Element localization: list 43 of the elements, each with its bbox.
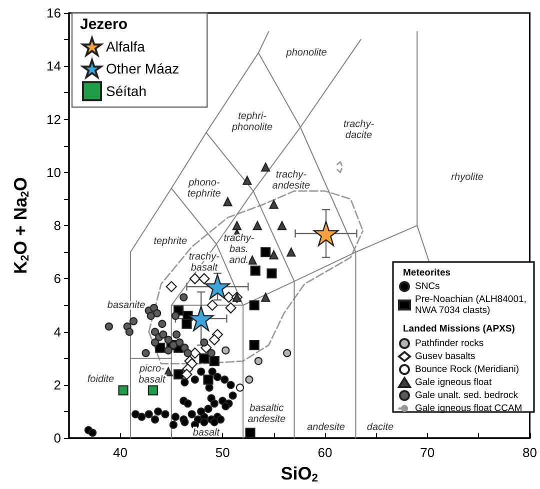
x-tick-label: 40	[112, 445, 128, 460]
annotation: tephrite	[154, 236, 188, 247]
legend-label: Alfalfa	[106, 38, 146, 55]
y-tick-label: 0	[54, 430, 61, 446]
y-tick-label: 16	[46, 6, 61, 20]
annotation: foidite	[87, 374, 115, 386]
y-tick-label: 6	[54, 271, 61, 286]
legend-label: Séítah	[106, 83, 146, 100]
x-tick-label: 80	[522, 445, 538, 460]
y-tick-label: 2	[54, 377, 61, 392]
annotation: Meteorites	[403, 268, 451, 278]
annotation: tephri- phonolite	[230, 110, 274, 133]
y-tick-label: 4	[54, 324, 61, 340]
annotation: basalt	[192, 427, 221, 438]
legend-label: Other Máaz	[106, 60, 180, 77]
annotation: phono- tephrite	[187, 177, 222, 200]
annotation: trachy- dacite	[343, 118, 375, 141]
annotation: Landed Missions (APXS)	[403, 324, 515, 334]
annotation: andesite	[307, 422, 346, 433]
legend-label: Pathfinder rocks	[415, 338, 484, 349]
legend-title: Jezero	[80, 16, 128, 33]
annotation: trachy- andesite	[272, 169, 311, 192]
legend-label: Gusev basalts	[415, 351, 476, 362]
annotation: basaltic andesite	[248, 403, 286, 426]
x-tick-label: 60	[318, 445, 332, 460]
x-tick-label: 50	[215, 445, 230, 460]
legend-label: Gale igneous float CCAM	[415, 403, 522, 414]
annotation: phonolite	[285, 47, 328, 58]
y-axis-title: K2O + Na2O	[10, 177, 32, 274]
x-tick-label: 70	[420, 445, 435, 460]
y-tick-label: 14	[46, 58, 61, 74]
y-tick-label: 10	[46, 164, 61, 180]
y-tick-label: 8	[54, 218, 61, 234]
legend-label: Pre-Noachian (ALH84001, NWA 7034 clasts)	[415, 294, 530, 316]
y-tick-label: 12	[46, 112, 61, 127]
annotation: rhyolite	[451, 172, 484, 184]
annotation: picro- basalt	[138, 363, 166, 386]
legend-label: Gale unalt. sed. bedrock	[415, 390, 518, 401]
legend-label: Bounce Rock (Meridiani)	[415, 364, 520, 375]
annotation: trachy- bas. and.	[224, 232, 255, 266]
legend-label: SNCs	[415, 281, 440, 292]
annotation: dacite	[366, 422, 394, 433]
legend-label: Gale igneous float	[415, 377, 492, 388]
